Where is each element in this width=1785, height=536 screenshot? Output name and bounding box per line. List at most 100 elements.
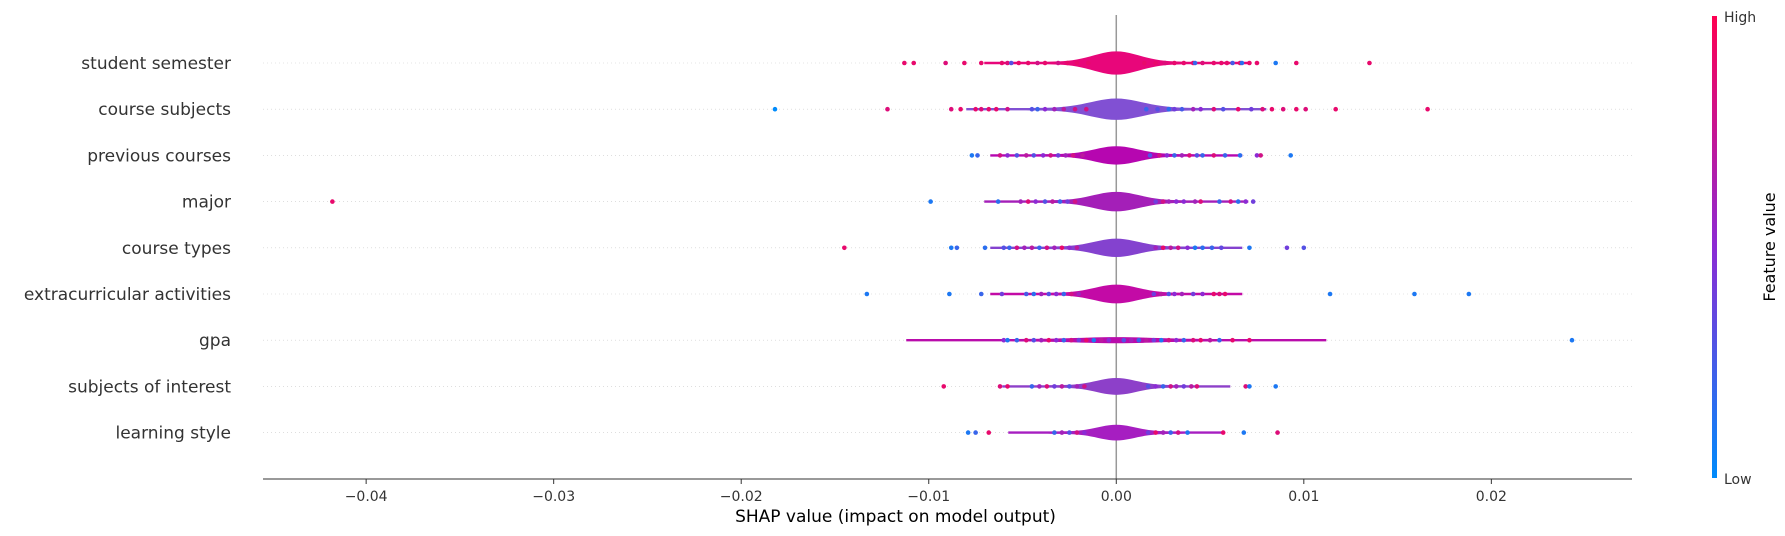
x-tick-label: 0.02: [1476, 489, 1507, 505]
scatter-point: [1153, 384, 1158, 389]
scatter-point: [969, 153, 975, 158]
scatter-point: [1249, 106, 1254, 112]
scatter-point: [1014, 153, 1020, 158]
scatter-point: [1055, 153, 1061, 158]
scatter-point: [1061, 106, 1067, 112]
colorbar-gradient: [1712, 16, 1717, 478]
scatter-point: [1273, 60, 1278, 66]
scatter-point: [1014, 337, 1020, 343]
scatter-point: [1179, 291, 1185, 297]
scatter-point: [1106, 337, 1112, 343]
scatter-point: [1145, 430, 1151, 435]
scatter-point: [1035, 60, 1040, 66]
scatter-point: [1023, 291, 1029, 297]
scatter-point: [948, 106, 954, 112]
violins: [906, 51, 1327, 441]
scatter-point: [1173, 199, 1179, 204]
scatter-point: [1057, 199, 1063, 204]
scatter-point: [1001, 337, 1007, 343]
feature-label: student semester: [81, 54, 231, 74]
feature-label: course types: [122, 239, 231, 259]
scatter-point: [1143, 106, 1149, 112]
scatter-point: [1192, 60, 1198, 66]
scatter-point: [1074, 384, 1080, 389]
scatter-point: [1194, 153, 1200, 158]
scatter-point: [1023, 337, 1029, 343]
scatter-point: [1001, 245, 1007, 251]
scatter-point: [1200, 291, 1205, 297]
scatter-point: [997, 384, 1003, 389]
scatter-point: [1033, 199, 1038, 204]
scatter-point: [986, 106, 992, 112]
scatter-point: [1055, 60, 1061, 66]
scatter-point: [1083, 106, 1089, 112]
scatter-point: [1179, 106, 1185, 112]
scatter-point: [1128, 337, 1134, 343]
scatter-point: [941, 384, 947, 389]
scatter-point: [1224, 60, 1230, 66]
scatter-point: [1052, 245, 1057, 251]
x-tick-label: −0.02: [720, 489, 763, 505]
scatter-point: [1211, 291, 1217, 297]
scatter-point: [1035, 106, 1040, 112]
scatter-point: [1031, 153, 1037, 158]
x-tick-label: 0.00: [1101, 489, 1132, 505]
scatter-point: [1241, 430, 1247, 435]
feature-label: gpa: [199, 331, 231, 351]
scatter-point: [1172, 153, 1177, 158]
scatter-point: [1288, 153, 1293, 158]
scatter-point: [1067, 430, 1072, 435]
scatter-point: [1181, 199, 1187, 204]
scatter-point: [1230, 337, 1235, 343]
scatter-point: [1121, 337, 1127, 343]
violin-shape: [984, 51, 1249, 75]
scatter-point: [1048, 153, 1053, 158]
violin-shape: [990, 146, 1243, 165]
scatter-point: [1016, 60, 1022, 66]
scatter-point: [864, 291, 870, 297]
scatter-point: [1005, 60, 1010, 66]
scatter-point: [1008, 60, 1014, 66]
scatter-point: [948, 245, 954, 251]
scatter-point: [1166, 337, 1172, 343]
scatter-point: [1050, 199, 1055, 204]
scatter-point: [1294, 60, 1299, 66]
scatter-point: [1269, 106, 1275, 112]
scatter-point: [1005, 337, 1010, 343]
scatter-point: [954, 245, 960, 251]
scatter-point: [1151, 291, 1157, 297]
scatter-point: [1166, 106, 1172, 112]
scatter-point: [1194, 384, 1200, 389]
scatter-point: [1147, 153, 1153, 158]
scatter-point: [1065, 199, 1070, 204]
scatter-point: [1219, 60, 1224, 66]
scatter-point: [947, 291, 952, 297]
scatter-point: [1247, 245, 1252, 251]
x-tick-label: 0.01: [1288, 489, 1319, 505]
scatter-point: [1168, 245, 1173, 251]
scatter-point: [1211, 106, 1217, 112]
scatter-point: [1254, 60, 1260, 66]
scatter-point: [1080, 153, 1085, 158]
scatter-point: [1466, 291, 1472, 297]
scatter-point: [1190, 337, 1196, 343]
scatter-point: [1142, 60, 1147, 66]
scatter-point: [1042, 106, 1048, 112]
scatter-point: [1185, 430, 1190, 435]
scatter-point: [995, 199, 1001, 204]
scatter-point: [958, 106, 963, 112]
scatter-point: [1172, 291, 1177, 297]
scatter-point: [1158, 291, 1164, 297]
scatter-point: [1294, 106, 1299, 112]
scatter-point: [1052, 106, 1057, 112]
scatter-point: [1061, 337, 1067, 343]
scatter-point: [1301, 245, 1307, 251]
scatter-point: [1046, 337, 1052, 343]
x-tick-label: −0.01: [907, 489, 950, 505]
scatter-point: [1425, 106, 1430, 112]
scatter-point: [1181, 60, 1187, 66]
scatter-point: [1029, 245, 1035, 251]
colorbar-high-label: High: [1724, 10, 1756, 26]
scatter-point: [1160, 430, 1166, 435]
scatter-point: [1158, 337, 1164, 343]
